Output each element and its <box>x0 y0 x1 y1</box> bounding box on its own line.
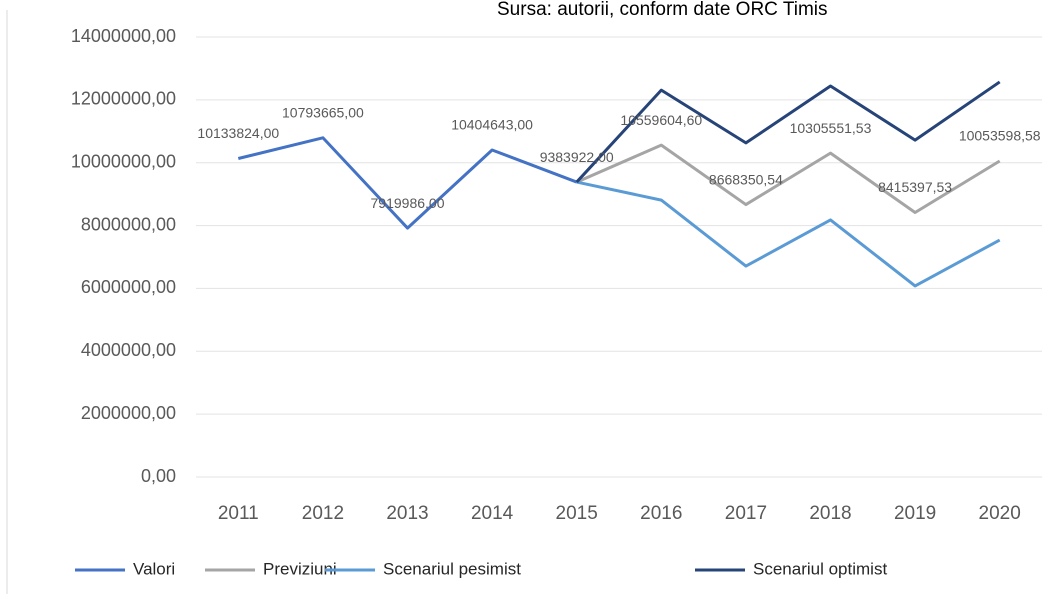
y-tick-label: 12000000,00 <box>71 89 176 109</box>
x-tick-label: 2012 <box>302 503 344 524</box>
y-tick-label: 10000000,00 <box>71 151 176 171</box>
data-label: 8415397,53 <box>878 179 952 195</box>
legend-label: Valori <box>133 559 175 578</box>
x-tick-label: 2019 <box>894 503 936 524</box>
y-tick-label: 0,00 <box>141 466 176 486</box>
data-label: 10793665,00 <box>282 104 364 120</box>
x-tick-label: 2013 <box>386 503 428 524</box>
y-tick-label: 14000000,00 <box>71 26 176 46</box>
x-tick-label: 2015 <box>556 503 598 524</box>
legend-label: Previziuni <box>263 559 337 578</box>
data-label: 10053598,58 <box>959 128 1041 144</box>
series-line <box>576 143 1001 215</box>
series-line <box>576 180 1001 288</box>
legend-label: Scenariul pesimist <box>383 559 521 578</box>
source-note: Sursa: autorii, conform date ORC Timis <box>497 0 828 20</box>
x-tick-label: 2011 <box>218 503 259 524</box>
y-tick-label: 4000000,00 <box>81 340 176 360</box>
data-label: 10404643,00 <box>451 117 533 133</box>
data-label: 7919986,00 <box>371 195 445 211</box>
x-tick-label: 2020 <box>979 503 1021 524</box>
data-label: 9383922,00 <box>540 149 614 165</box>
legend-label: Scenariul optimist <box>753 559 887 578</box>
y-tick-label: 6000000,00 <box>81 277 176 297</box>
x-tick-label: 2018 <box>809 503 851 524</box>
data-label: 10559604,60 <box>620 112 702 128</box>
y-tick-label: 8000000,00 <box>81 214 176 234</box>
y-tick-label: 2000000,00 <box>81 403 176 423</box>
x-tick-label: 2017 <box>725 503 767 524</box>
data-label: 10305551,53 <box>790 120 872 136</box>
series-line <box>237 136 578 230</box>
data-label: 10133824,00 <box>197 125 279 141</box>
data-label: 8668350,54 <box>709 171 783 187</box>
series-line <box>575 80 1001 184</box>
x-tick-label: 2014 <box>471 503 514 524</box>
x-tick-label: 2016 <box>640 503 682 524</box>
